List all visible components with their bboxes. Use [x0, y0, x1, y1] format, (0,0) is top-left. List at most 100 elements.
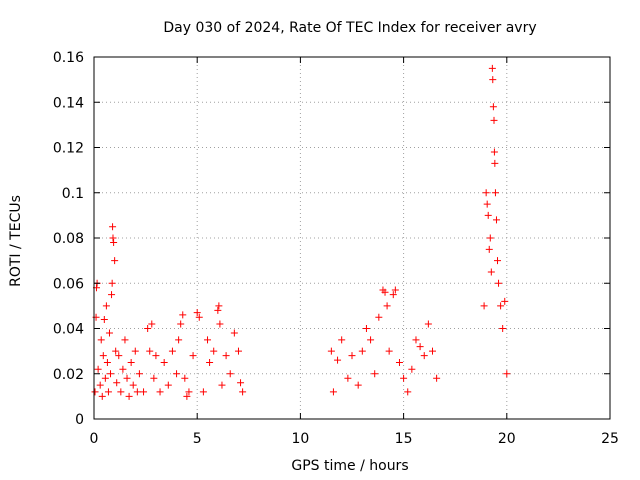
data-point	[160, 358, 168, 366]
data-point	[400, 374, 408, 382]
data-point	[133, 388, 141, 396]
data-point	[195, 313, 203, 321]
data-point	[408, 365, 416, 373]
data-point	[110, 239, 118, 247]
data-point	[152, 352, 160, 360]
data-point	[489, 76, 497, 84]
data-point	[354, 381, 362, 389]
data-point	[179, 311, 187, 319]
x-tick-label: 0	[90, 431, 99, 447]
data-point	[146, 347, 154, 355]
data-point	[185, 388, 193, 396]
data-point	[129, 381, 137, 389]
data-point	[385, 347, 393, 355]
y-tick-label: 0.14	[53, 95, 84, 111]
data-point	[173, 370, 181, 378]
data-point	[99, 352, 107, 360]
data-point	[499, 325, 507, 332]
data-point	[503, 370, 511, 378]
data-point	[108, 279, 116, 287]
data-point	[121, 336, 129, 344]
x-tick-label: 15	[395, 431, 413, 447]
data-point	[144, 325, 152, 332]
data-point	[383, 302, 391, 310]
data-point	[214, 306, 222, 314]
data-point	[100, 315, 108, 323]
data-point	[135, 370, 143, 378]
data-point	[123, 374, 131, 382]
data-point	[177, 320, 185, 328]
data-point	[140, 388, 148, 396]
data-point	[115, 352, 123, 360]
data-point	[483, 200, 491, 208]
data-point	[109, 234, 117, 242]
data-point	[175, 336, 183, 344]
data-point	[101, 374, 109, 382]
data-point	[107, 370, 115, 378]
grid-lines	[94, 57, 610, 419]
data-point	[206, 358, 214, 366]
data-point	[489, 103, 497, 111]
data-point	[125, 392, 133, 400]
data-point	[183, 392, 191, 400]
data-point	[108, 291, 116, 299]
data-point	[164, 381, 172, 389]
y-tick-label: 0.08	[53, 231, 84, 247]
data-point	[433, 374, 441, 382]
data-point	[416, 343, 424, 351]
data-point	[150, 374, 158, 382]
data-point	[495, 279, 503, 287]
data-point	[490, 116, 498, 124]
data-point	[193, 309, 201, 317]
data-point	[362, 325, 370, 332]
data-point	[226, 370, 234, 378]
data-point	[131, 347, 139, 355]
data-point	[204, 336, 212, 344]
data-point	[98, 392, 106, 400]
data-point	[371, 370, 379, 378]
data-point	[367, 336, 375, 344]
data-point	[501, 297, 509, 305]
y-tick-label: 0.04	[53, 322, 84, 338]
data-point	[480, 302, 488, 310]
data-point	[109, 223, 117, 231]
data-point	[482, 189, 490, 197]
data-point	[491, 159, 499, 167]
data-point	[222, 352, 230, 360]
data-point	[358, 347, 366, 355]
data-point	[218, 381, 226, 389]
x-axis-label: GPS time / hours	[291, 458, 408, 474]
data-point	[94, 365, 102, 373]
data-point	[210, 347, 218, 355]
data-point	[497, 302, 505, 310]
data-point	[488, 64, 496, 72]
axis-ticks: 0 5 10 15 20 25 0 0.02 0.04 0.06 0.08 0.1 0.12 0.14 0.…	[53, 50, 619, 447]
y-tick-label: 0.1	[62, 186, 84, 202]
data-point	[230, 329, 238, 337]
data-point	[381, 288, 389, 296]
y-tick-label: 0	[75, 412, 84, 428]
data-point	[103, 358, 111, 366]
y-tick-label: 0.06	[53, 276, 84, 292]
data-point	[491, 189, 499, 197]
plot-area-frame	[93, 56, 611, 420]
data-point	[148, 320, 156, 328]
y-tick-label: 0.02	[53, 367, 84, 383]
data-point	[391, 286, 399, 294]
data-point	[424, 320, 432, 328]
data-point	[327, 347, 335, 355]
data-point	[181, 374, 189, 382]
data-point	[375, 313, 383, 321]
data-point	[156, 388, 164, 396]
y-tick-label: 0.16	[53, 50, 84, 66]
x-tick-label: 25	[601, 431, 619, 447]
data-point	[395, 358, 403, 366]
data-points	[91, 64, 511, 400]
data-point	[199, 388, 207, 396]
data-point	[102, 302, 110, 310]
data-point	[334, 356, 342, 364]
x-tick-label: 10	[291, 431, 309, 447]
data-point	[485, 245, 493, 253]
